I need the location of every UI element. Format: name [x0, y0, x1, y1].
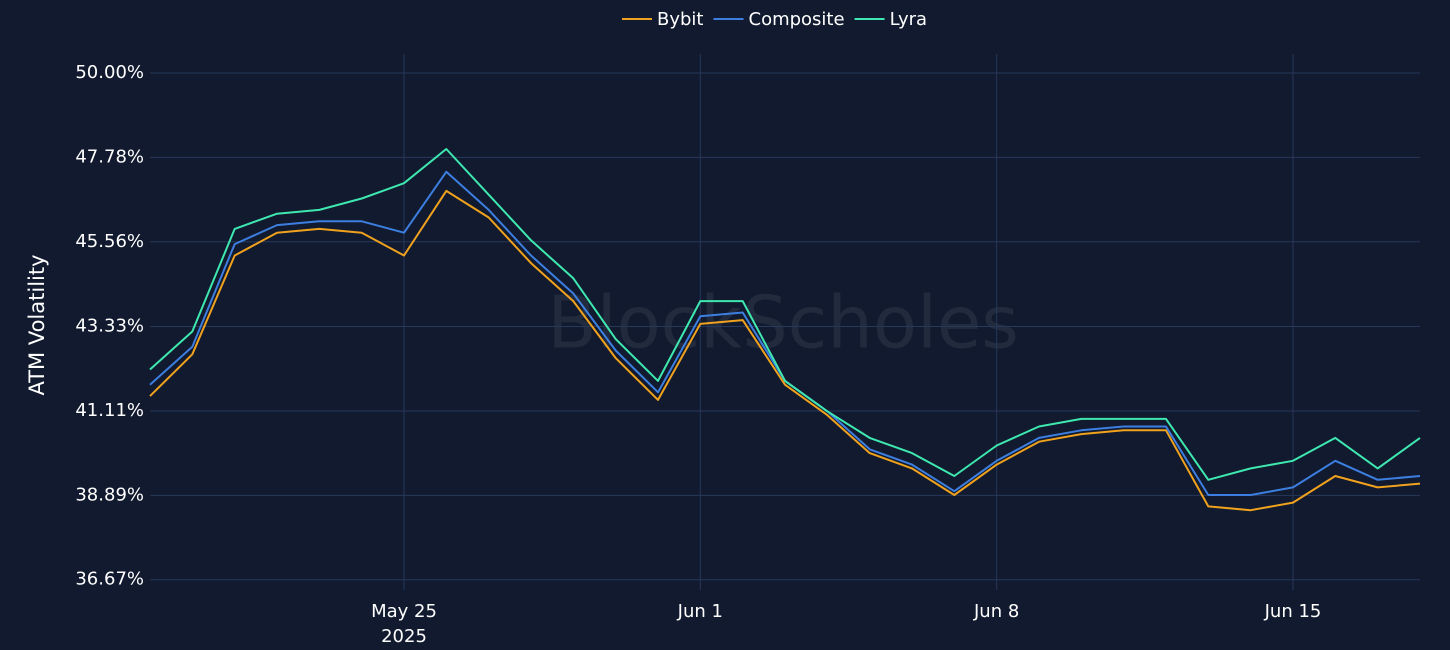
y-tick-label: 36.67% [75, 569, 144, 590]
y-axis-title: ATM Volatility [25, 254, 49, 395]
series-line [149, 148, 1421, 481]
x-tick-label: Jun 15 [1264, 601, 1322, 622]
y-tick-label: 45.56% [75, 231, 144, 252]
x-year-label: 2025 [381, 626, 427, 647]
legend-label: Bybit [657, 9, 704, 30]
y-tick-label: 38.89% [75, 484, 144, 505]
watermark: BlockScholes [547, 281, 1019, 365]
y-tick-label: 41.11% [75, 400, 144, 421]
y-tick-label: 50.00% [75, 62, 144, 83]
y-tick-label: 43.33% [75, 316, 144, 337]
x-tick-label: May 25 [371, 601, 437, 622]
y-tick-label: 47.78% [75, 146, 144, 167]
series-line [149, 189, 1421, 512]
legend-label: Lyra [890, 9, 927, 30]
x-tick-label: Jun 1 [677, 601, 723, 622]
x-tick-label: Jun 8 [973, 601, 1019, 622]
legend: Bybit Composite Lyra [622, 9, 927, 30]
legend-label: Composite [749, 9, 845, 30]
